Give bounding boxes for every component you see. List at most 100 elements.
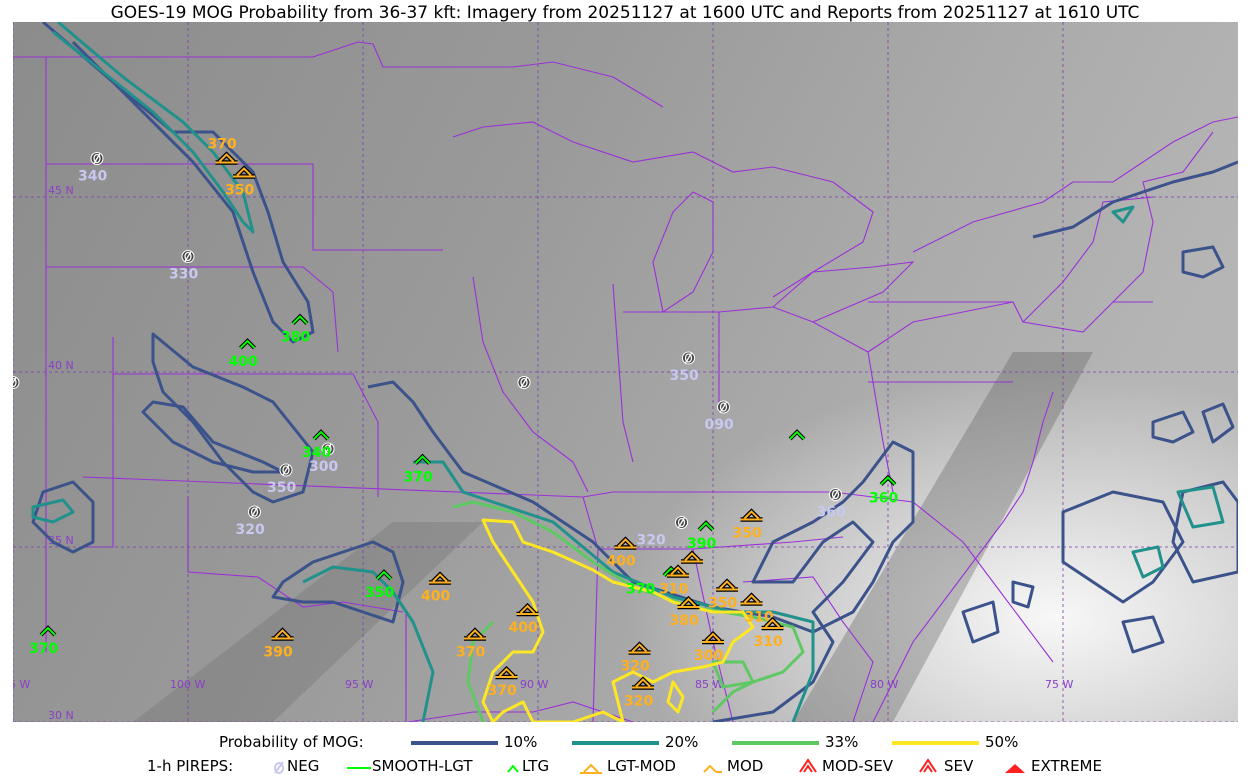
- legend-label-33: 33%: [825, 733, 859, 751]
- pirep-mod-marker: [215, 151, 238, 165]
- pirep-altitude-label: 380: [281, 330, 310, 346]
- pirep-ltg-marker: [239, 338, 256, 350]
- pirep-mod-marker: [716, 578, 738, 592]
- longitude-label: 95 W: [345, 678, 373, 691]
- pirep-neg-marker: [675, 516, 688, 529]
- contour-10pct: [31, 22, 1238, 722]
- pirep-mod-marker: [271, 627, 294, 641]
- pirep-neg-marker: [248, 505, 261, 519]
- pirep-neg-marker: [829, 488, 842, 501]
- pirep-ltg-marker: [414, 453, 431, 465]
- pirep-neg-marker: [181, 250, 195, 263]
- longitude-label: 80 W: [870, 678, 898, 691]
- pirep-altitude-label: 350: [670, 368, 699, 384]
- dry-band: [133, 522, 483, 722]
- pirep-mod-marker: [761, 616, 784, 631]
- pirep-altitude-label: 090: [705, 417, 734, 433]
- pirep-ltg-marker: [312, 429, 330, 441]
- pirep-markers: 3403303500903503003203603203804003403703…: [13, 137, 898, 710]
- pirep-ltg-marker: [788, 429, 806, 441]
- pirep-neg-marker: [717, 400, 730, 414]
- pirep-neg-marker: [90, 152, 104, 165]
- legend-label-10: 10%: [504, 733, 538, 751]
- probability-legend-title: Probability of MOG:: [219, 733, 364, 751]
- pirep-altitude-label: 390: [264, 645, 293, 661]
- pirep-legend-title: 1-h PIREPS:: [147, 757, 234, 775]
- extreme-icon: [1005, 764, 1025, 773]
- latitude-label: 30 N: [48, 709, 74, 722]
- longitude-label: 100 W: [170, 678, 205, 691]
- legend-lgt-mod: LGT-MOD: [607, 757, 676, 775]
- pirep-altitude-label: 310: [659, 582, 688, 598]
- pirep-ltg-marker: [39, 625, 57, 637]
- pirep-altitude-label: 300: [309, 459, 338, 475]
- pirep-altitude-label: 370: [29, 641, 58, 657]
- pirep-altitude-label: 320: [624, 694, 653, 710]
- latitude-label: 45 N: [48, 184, 74, 197]
- longitude-label: 85 W: [695, 678, 723, 691]
- pirep-altitude-label: 370: [456, 645, 485, 661]
- legend-mod-sev: MOD-SEV: [822, 757, 893, 775]
- pirep-altitude-label: 340: [302, 445, 331, 461]
- pirep-altitude-label: 360: [817, 505, 846, 521]
- latitude-label: 40 N: [48, 359, 74, 372]
- pirep-altitude-label: 310: [745, 610, 774, 626]
- pirep-mod-marker: [429, 571, 451, 585]
- ltg-icon: [507, 764, 519, 773]
- legend-ltg: LTG: [522, 757, 550, 775]
- pirep-ltg-marker: [879, 474, 897, 486]
- pirep-neg-marker: [279, 463, 293, 477]
- pirep-altitude-label: 340: [78, 169, 107, 185]
- legend-label-20: 20%: [665, 733, 699, 751]
- legend-neg: NEG: [287, 757, 320, 775]
- legend-extreme: EXTREME: [1031, 757, 1102, 775]
- pirep-mod-marker: [702, 630, 724, 645]
- longitude-label: 105 W: [13, 678, 30, 691]
- neg-icon: [274, 761, 284, 774]
- pirep-mod-marker: [233, 165, 255, 179]
- pirep-altitude-label: 350: [733, 526, 762, 542]
- pirep-altitude-label: 320: [236, 522, 265, 538]
- lgt-mod-icon: [580, 763, 602, 774]
- pirep-altitude-label: 350: [708, 596, 737, 612]
- pirep-mod-marker: [677, 595, 700, 610]
- pirep-altitude-label: 320: [621, 659, 650, 675]
- legend-swatch-33: [732, 741, 819, 745]
- legend-mod: MOD: [727, 757, 764, 775]
- pirep-altitude-label: 400: [607, 554, 636, 570]
- pirep-mod-marker: [740, 508, 763, 522]
- pirep-altitude-label: 360: [869, 491, 898, 507]
- pirep-altitude-label: 350: [267, 480, 296, 496]
- pirep-altitude-label: 330: [169, 267, 198, 283]
- chart-title: GOES-19 MOG Probability from 36-37 kft: …: [110, 3, 1140, 23]
- pirep-neg-marker: [517, 376, 531, 389]
- longitude-label: 75 W: [1045, 678, 1073, 691]
- pirep-legend: 1-h PIREPS: NEG SMOOTH-LGT LTG LGT-MOD M…: [0, 757, 1250, 777]
- pirep-mod-marker: [681, 550, 703, 564]
- pirep-mod-marker: [614, 536, 637, 550]
- pirep-ltg-marker: [662, 565, 680, 577]
- mod-sev-icon: [799, 758, 817, 773]
- legend-label-50: 50%: [985, 733, 1019, 751]
- contour-20pct: [31, 22, 1225, 722]
- pirep-altitude-label: 300: [694, 648, 723, 664]
- legend-sev: SEV: [944, 757, 974, 775]
- longitude-label: 90 W: [520, 678, 548, 691]
- pirep-mod-marker: [740, 592, 763, 606]
- pirep-mod-marker: [667, 564, 689, 578]
- pirep-ltg-marker: [697, 520, 715, 532]
- pirep-altitude-label: 370: [488, 683, 517, 699]
- pirep-mod-marker: [632, 676, 654, 690]
- pirep-altitude-label: 310: [754, 634, 783, 650]
- state-borders: [13, 41, 1238, 722]
- legend-swatch-10: [411, 741, 498, 745]
- pirep-altitude-label: 370: [404, 470, 433, 486]
- pirep-altitude-label: 370: [626, 582, 655, 598]
- pirep-altitude-label: 320: [637, 533, 666, 549]
- dry-band: [793, 352, 1093, 722]
- pirep-altitude-label: 400: [421, 589, 450, 605]
- probability-legend: Probability of MOG: 10% 20% 33% 50%: [0, 733, 1250, 753]
- pirep-neg-marker: [682, 351, 695, 365]
- pirep-neg-marker: [321, 442, 335, 456]
